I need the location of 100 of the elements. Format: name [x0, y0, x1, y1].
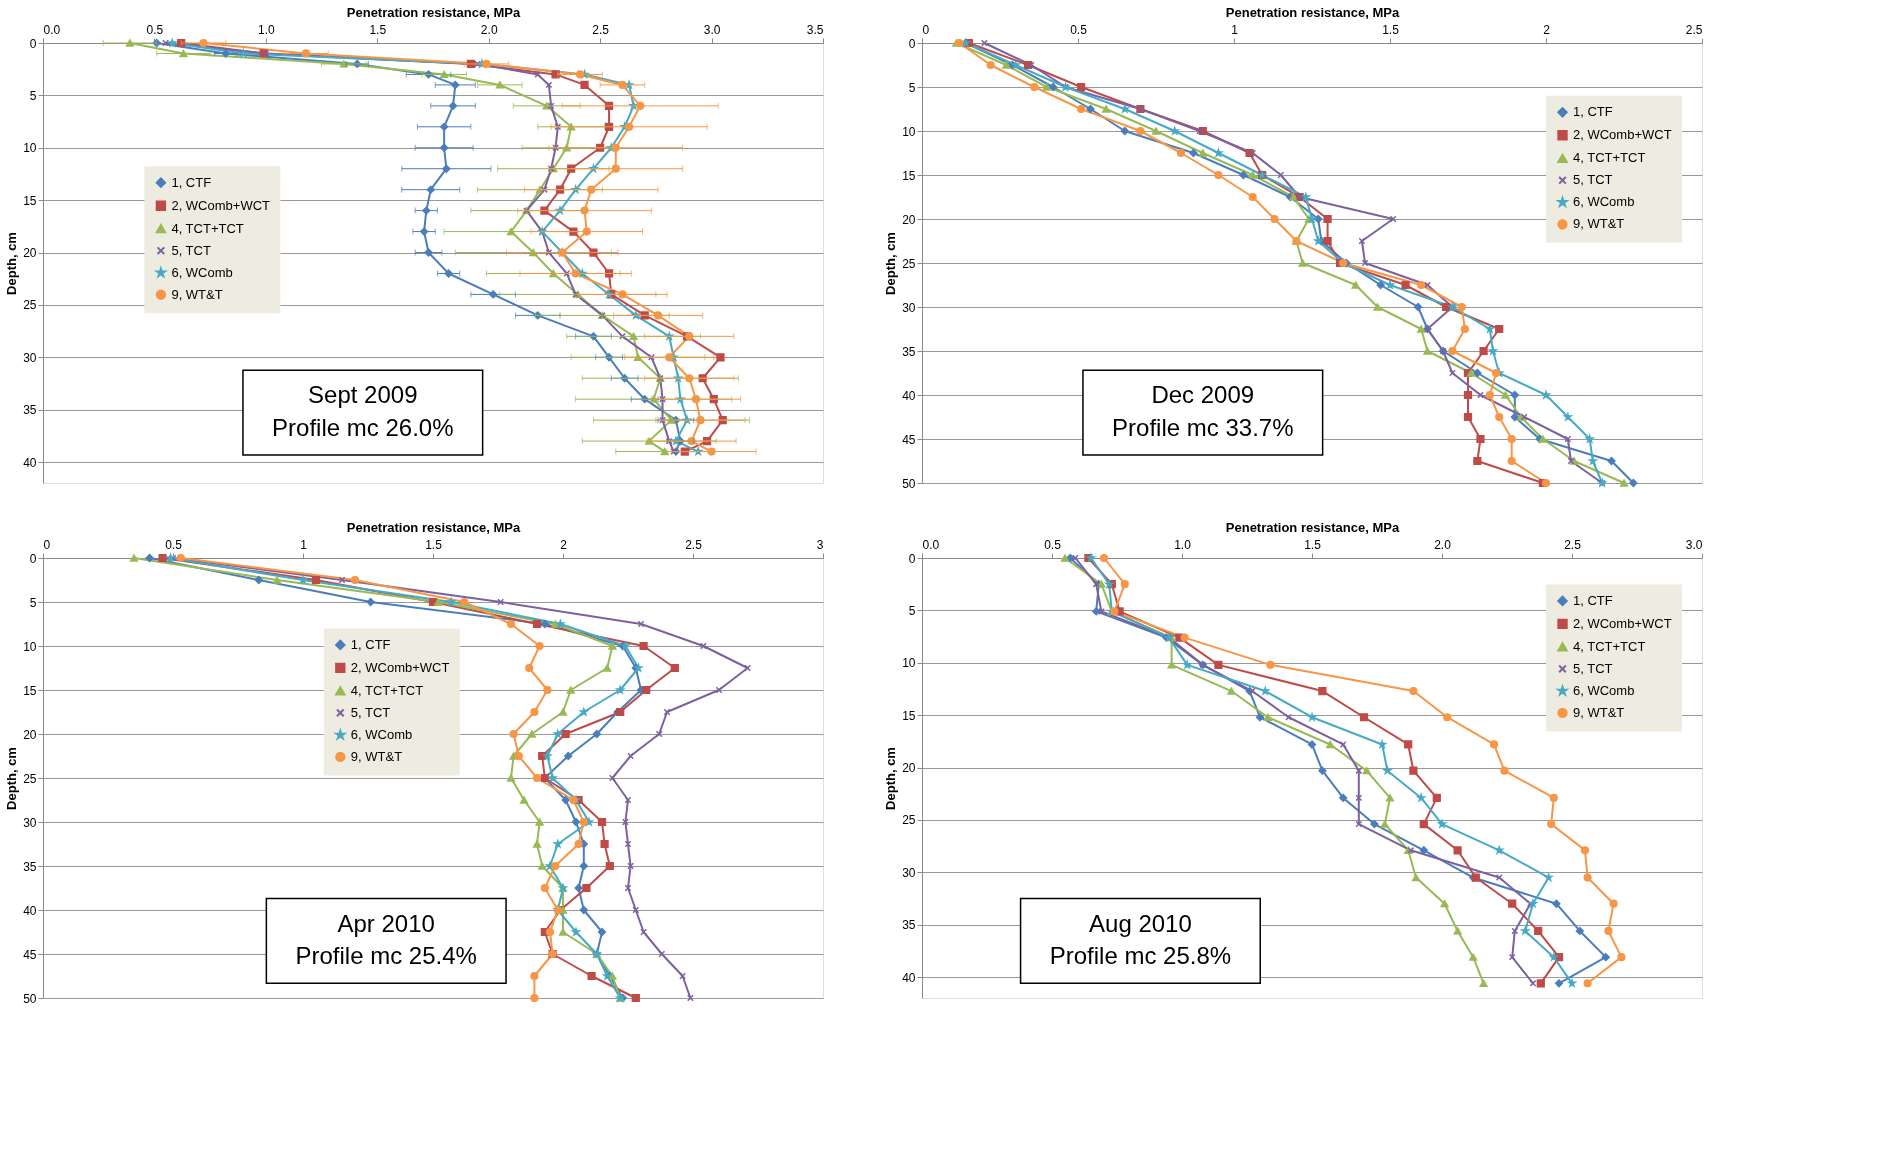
annotation: Profile mc 33.7%	[1112, 413, 1294, 441]
x-tick-label: 1.0	[1174, 537, 1192, 552]
y-axis-title: Depth, cm	[4, 747, 20, 810]
y-tick-label: 25	[902, 256, 916, 271]
x-tick-label: 2.5	[1685, 22, 1703, 37]
y-tick-label: 40	[23, 455, 37, 470]
legend-label: 2, WComb+WCT	[1573, 127, 1672, 143]
x-tick-label: 2	[560, 537, 568, 552]
y-tick-label: 0	[29, 36, 37, 51]
y-tick-label: 20	[23, 727, 37, 742]
y-tick-label: 25	[902, 813, 916, 828]
annotation: Sept 2009	[308, 381, 418, 409]
x-axis-title: Penetration resistance, MPa	[346, 519, 521, 535]
x-tick-label: 0.0	[922, 537, 940, 552]
legend-label: 6, WComb	[350, 726, 413, 742]
legend-label: 9, WT&T	[350, 748, 403, 764]
y-tick-label: 45	[902, 432, 916, 447]
x-tick-label: 2.5	[1564, 537, 1582, 552]
x-tick-label: 2.5	[592, 22, 610, 37]
x-tick-label: 3	[816, 537, 824, 552]
y-tick-label: 35	[902, 344, 916, 359]
y-tick-label: 30	[23, 815, 37, 830]
x-tick-label: 3.5	[806, 22, 824, 37]
y-tick-label: 10	[23, 639, 37, 654]
x-tick-label: 3.0	[703, 22, 721, 37]
y-tick-label: 10	[23, 141, 37, 156]
x-tick-label: 0.5	[1070, 22, 1088, 37]
legend-label: 6, WComb	[171, 264, 233, 280]
x-tick-label: 1	[300, 537, 308, 552]
y-tick-label: 20	[23, 246, 37, 261]
y-axis-title: Depth, cm	[883, 232, 899, 295]
y-tick-label: 10	[902, 124, 916, 139]
legend-label: 9, WT&T	[171, 286, 223, 302]
y-tick-label: 40	[902, 388, 916, 403]
y-tick-label: 5	[29, 595, 37, 610]
x-axis-title: Penetration resistance, MPa	[1225, 519, 1400, 535]
y-tick-label: 45	[23, 947, 37, 962]
legend-label: 5, TCT	[350, 704, 391, 720]
y-tick-label: 20	[902, 212, 916, 227]
y-tick-label: 50	[23, 991, 37, 1006]
legend-label: 4, TCT+TCT	[350, 682, 424, 698]
x-tick-label: 1.5	[1304, 537, 1322, 552]
y-axis-title: Depth, cm	[4, 232, 20, 295]
x-tick-label: 1	[1231, 22, 1239, 37]
y-tick-label: 10	[902, 656, 916, 671]
y-tick-label: 15	[902, 708, 916, 723]
y-tick-label: 0	[908, 36, 916, 51]
x-tick-label: 0.5	[1044, 537, 1062, 552]
x-tick-label: 1.5	[369, 22, 387, 37]
y-tick-label: 50	[902, 476, 916, 491]
legend-label: 1, CTF	[350, 636, 391, 652]
legend-label: 4, TCT+TCT	[171, 220, 244, 236]
legend-label: 2, WComb+WCT	[350, 659, 450, 675]
legend-label: 5, TCT	[1573, 660, 1613, 676]
x-tick-label: 0	[922, 22, 930, 37]
x-axis-title: Penetration resistance, MPa	[1225, 4, 1400, 20]
legend-label: 6, WComb	[1573, 682, 1635, 698]
annotation: Aug 2010	[1089, 909, 1192, 937]
annotation: Profile mc 26.0%	[272, 413, 454, 441]
x-axis-title: Penetration resistance, MPa	[346, 4, 521, 20]
y-tick-label: 15	[23, 193, 37, 208]
y-axis-title: Depth, cm	[883, 747, 899, 810]
legend-label: 4, TCT+TCT	[1573, 638, 1646, 654]
y-tick-label: 25	[23, 771, 37, 786]
y-tick-label: 25	[23, 298, 37, 313]
x-tick-label: 0.0	[43, 22, 61, 37]
y-tick-label: 30	[902, 300, 916, 315]
y-tick-label: 20	[902, 761, 916, 776]
legend-label: 1, CTF	[1573, 104, 1613, 120]
legend-label: 1, CTF	[1573, 592, 1613, 608]
x-tick-label: 1.5	[1382, 22, 1400, 37]
legend-label: 6, WComb	[1573, 194, 1635, 210]
y-tick-label: 30	[902, 865, 916, 880]
legend-label: 9, WT&T	[1573, 704, 1625, 720]
x-tick-label: 0.5	[165, 537, 183, 552]
x-tick-label: 1.5	[425, 537, 443, 552]
legend-label: 2, WComb+WCT	[1573, 615, 1672, 631]
y-tick-label: 35	[23, 859, 37, 874]
x-tick-label: 2.0	[1434, 537, 1452, 552]
x-tick-label: 2	[1543, 22, 1551, 37]
x-tick-label: 1.0	[258, 22, 276, 37]
legend-label: 2, WComb+WCT	[171, 197, 271, 213]
y-tick-label: 5	[908, 80, 916, 95]
legend-label: 5, TCT	[171, 242, 211, 258]
y-tick-label: 35	[23, 403, 37, 418]
y-tick-label: 5	[908, 603, 916, 618]
y-tick-label: 30	[23, 350, 37, 365]
y-tick-label: 15	[902, 168, 916, 183]
y-tick-label: 0	[29, 551, 37, 566]
legend-label: 1, CTF	[171, 174, 212, 190]
y-tick-label: 40	[902, 970, 916, 985]
annotation: Profile mc 25.4%	[295, 942, 477, 969]
legend-label: 4, TCT+TCT	[1573, 150, 1646, 166]
x-tick-label: 0	[43, 537, 51, 552]
x-tick-label: 3.0	[1685, 537, 1703, 552]
y-tick-label: 5	[29, 88, 37, 103]
annotation: Dec 2009	[1151, 381, 1255, 409]
legend-label: 5, TCT	[1573, 172, 1613, 188]
y-tick-label: 15	[23, 683, 37, 698]
legend-label: 9, WT&T	[1573, 216, 1625, 232]
